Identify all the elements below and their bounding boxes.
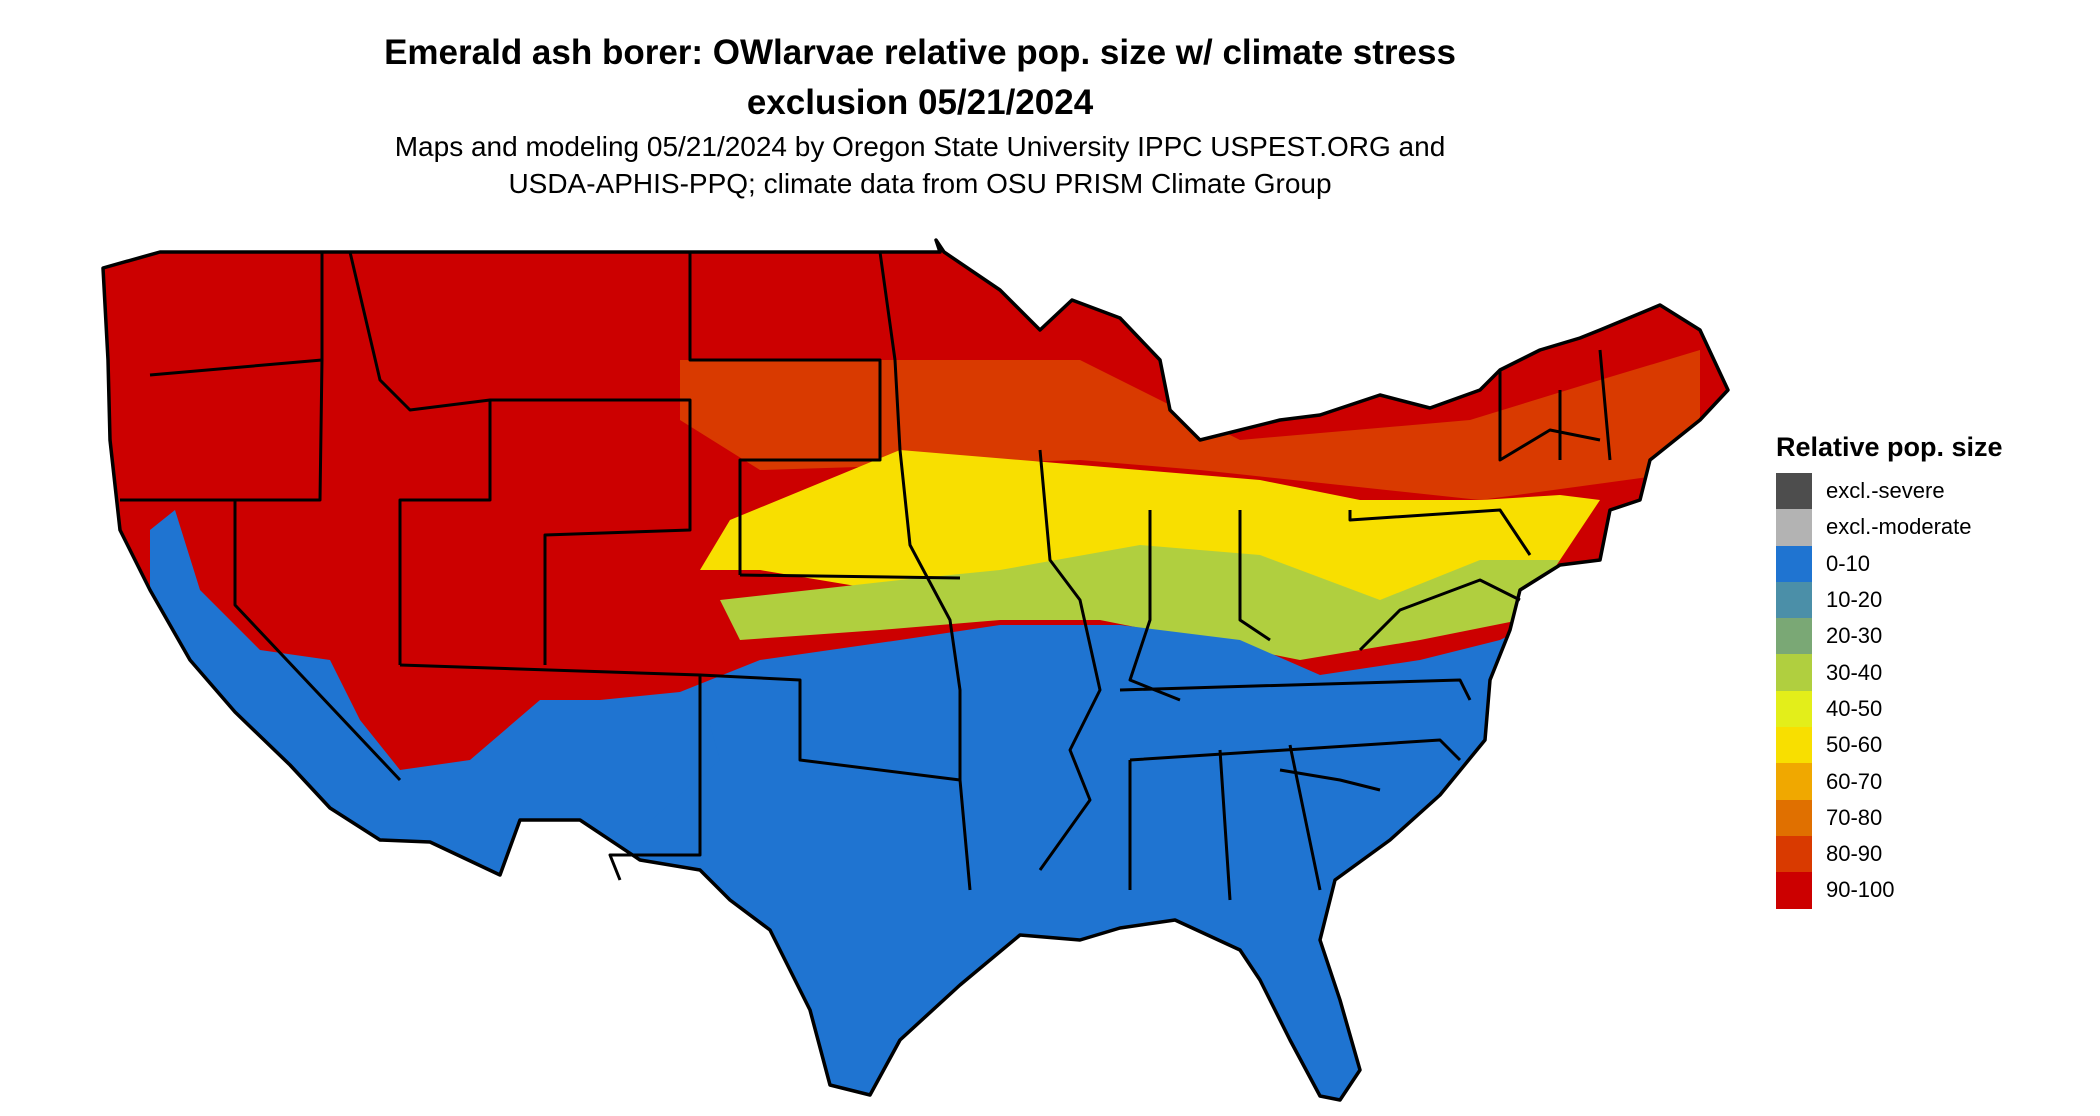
legend-label: 80-90 xyxy=(1826,841,1883,867)
legend-swatch xyxy=(1776,581,1812,619)
legend-swatch xyxy=(1776,872,1812,909)
map-title-line-1: Emerald ash borer: OWlarvae relative pop… xyxy=(384,33,1456,72)
border-oh-in xyxy=(1238,510,1271,642)
border-mt-dakotas xyxy=(688,252,882,575)
legend-title: Relative pop. size xyxy=(1776,432,2003,462)
border-ny xyxy=(1498,370,1601,462)
legend-label: 0-10 xyxy=(1826,550,1871,576)
border-ca-nv xyxy=(233,500,402,782)
legend-swatch xyxy=(1776,509,1812,546)
border-or-ca xyxy=(120,359,324,502)
legend-item: excl.-moderate xyxy=(1776,509,2003,546)
legend-item: 0-10 xyxy=(1776,545,2003,582)
legend-label: excl.-severe xyxy=(1826,478,1945,504)
legend-label: 10-20 xyxy=(1826,587,1883,613)
legend-label: 70-80 xyxy=(1826,804,1883,830)
raster-transition-zone xyxy=(720,545,1560,660)
legend-swatch xyxy=(1776,835,1812,873)
map-subtitle-line-1: Maps and modeling 05/21/2024 by Oregon S… xyxy=(394,131,1446,162)
legend-label: 60-70 xyxy=(1826,768,1883,794)
state-borders xyxy=(101,238,1730,1102)
legend-label: 30-40 xyxy=(1826,659,1883,685)
map-subtitle: Maps and modeling 05/21/2024 by Oregon S… xyxy=(300,128,1540,202)
legend-item: 20-30 xyxy=(1776,618,2003,655)
border-mississippi xyxy=(1038,449,1102,871)
border-ks-ne xyxy=(739,573,961,580)
legend-swatch xyxy=(1776,763,1812,800)
legend-swatch xyxy=(1776,545,1812,582)
map-title-line-2: exclusion 05/21/2024 xyxy=(746,83,1094,122)
border-ok xyxy=(699,673,961,782)
national-border xyxy=(101,238,1730,1102)
border-wy-co xyxy=(490,398,692,665)
map-title: Emerald ash borer: OWlarvae relative pop… xyxy=(300,28,1540,128)
legend-swatch xyxy=(1776,690,1812,728)
legend-label: excl.-moderate xyxy=(1826,514,1972,540)
legend-item: excl.-severe xyxy=(1776,473,2003,510)
border-deep-south xyxy=(1128,744,1322,901)
legend-label: 40-50 xyxy=(1826,695,1883,721)
legend-label: 90-100 xyxy=(1826,877,1895,903)
border-ut-az-nm xyxy=(399,663,702,881)
us-map xyxy=(101,238,1730,1102)
legend-item: 30-40 xyxy=(1776,654,2003,691)
legend-item: 10-20 xyxy=(1776,581,2003,619)
border-ga-sc xyxy=(1279,768,1381,792)
legend-items: excl.-severe excl.-moderate 0-10 10-20 20-30… xyxy=(1776,473,2003,909)
map-subtitle-line-2: USDA-APHIS-PPQ; climate data from OSU PR… xyxy=(508,168,1332,199)
population-raster xyxy=(103,240,1728,1100)
legend-swatch xyxy=(1776,727,1812,764)
border-tn-ky xyxy=(1119,678,1472,701)
legend-label: 20-30 xyxy=(1826,623,1883,649)
legend-item: 90-100 xyxy=(1776,872,2003,909)
border-wv-va xyxy=(1358,578,1521,652)
legend-swatch xyxy=(1776,799,1812,836)
border-new-england xyxy=(1558,349,1612,461)
border-mn-ia-mo-ar xyxy=(878,251,972,891)
legend-label: 50-60 xyxy=(1826,732,1883,758)
legend-item: 40-50 xyxy=(1776,690,2003,728)
legend-item: 50-60 xyxy=(1776,727,2003,764)
legend-swatch xyxy=(1776,654,1812,691)
legend: Relative pop. size excl.-severe excl.-mod… xyxy=(1776,432,2003,909)
legend-item: 80-90 xyxy=(1776,835,2003,873)
legend-swatch xyxy=(1776,618,1812,655)
legend-item: 60-70 xyxy=(1776,763,2003,800)
legend-swatch xyxy=(1776,473,1812,510)
border-tn-south xyxy=(1129,738,1462,762)
raster-low-south xyxy=(560,610,1600,1100)
legend-item: 70-80 xyxy=(1776,799,2003,836)
border-pa xyxy=(1348,508,1532,556)
